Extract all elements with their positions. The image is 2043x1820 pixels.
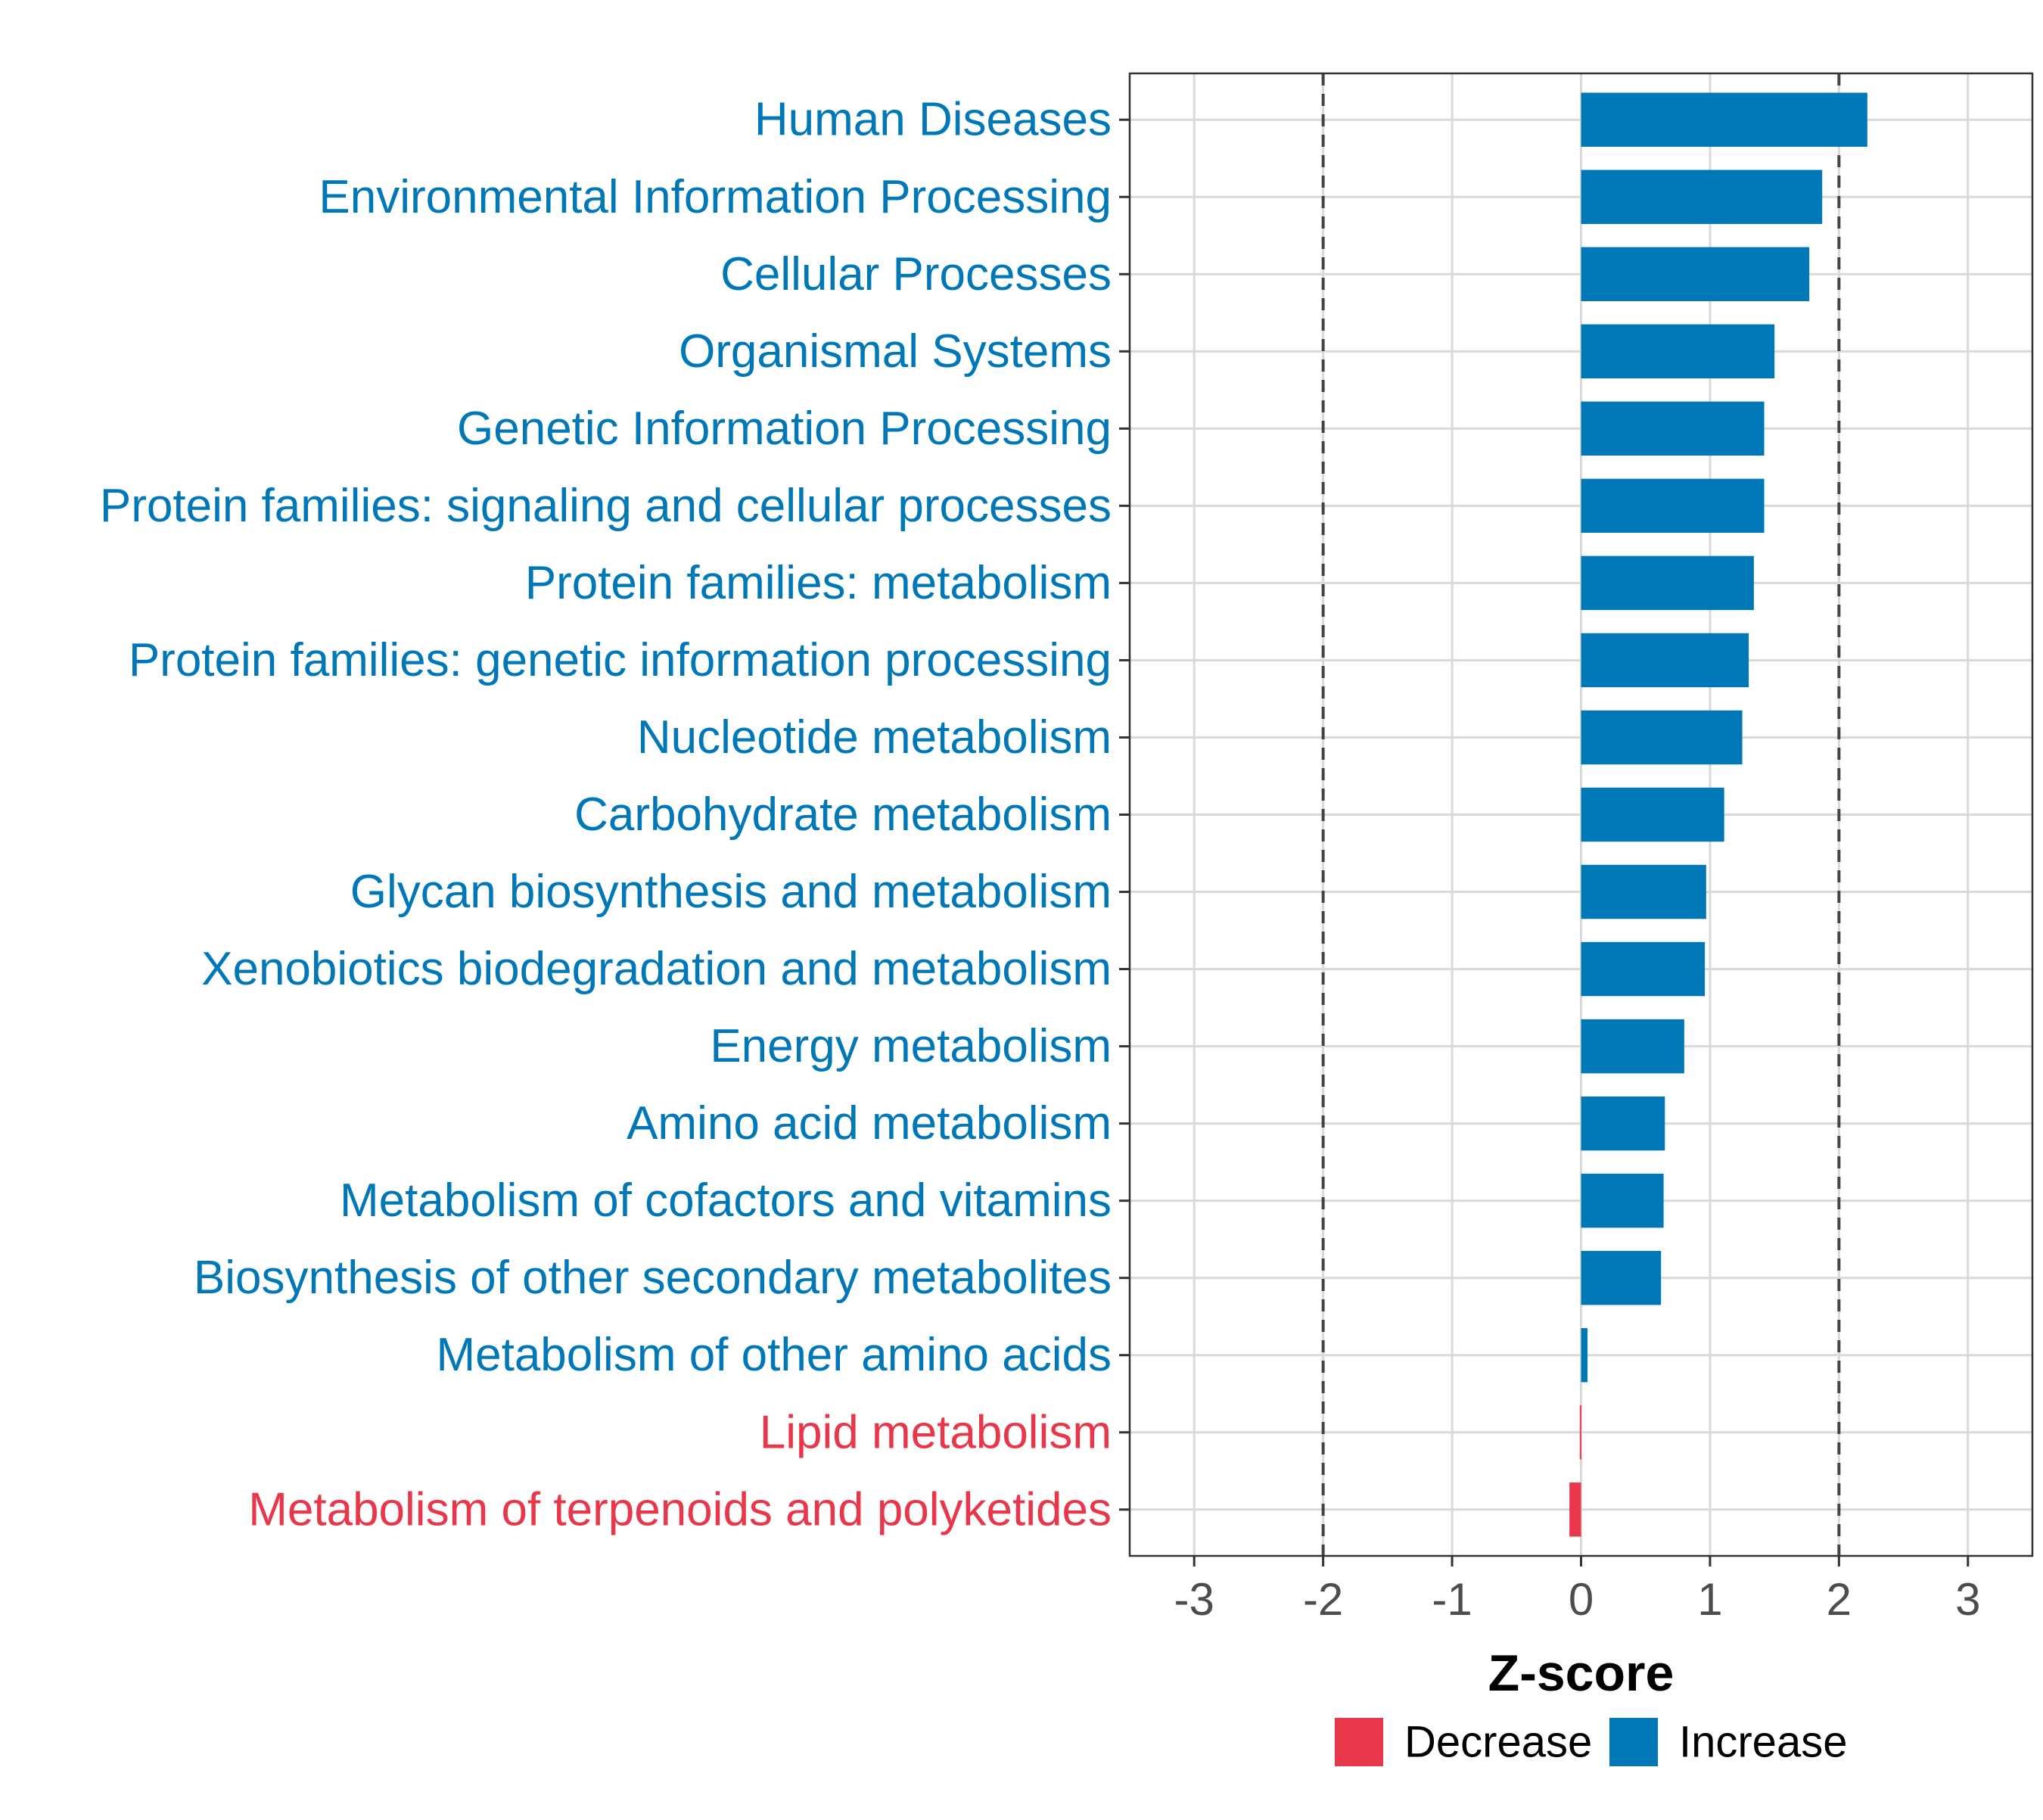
x-tick-label-3: 0 (1569, 1574, 1594, 1625)
bar-10 (1581, 864, 1706, 919)
category-label-10: Glycan biosynthesis and metabolism (350, 866, 1112, 918)
x-tick-label-6: 3 (1955, 1574, 1980, 1625)
x-axis-title: Z-score (1488, 1644, 1675, 1702)
x-tick-label-2: -1 (1432, 1574, 1472, 1625)
legend-label-decrease: Decrease (1404, 1718, 1592, 1767)
category-label-3: Organismal Systems (679, 325, 1112, 378)
bar-6 (1581, 555, 1754, 611)
legend-swatch-decrease (1335, 1718, 1383, 1766)
bar-1 (1581, 170, 1823, 224)
category-label-12: Energy metabolism (710, 1020, 1112, 1072)
category-label-1: Environmental Information Processing (319, 171, 1112, 223)
category-label-4: Genetic Information Processing (457, 403, 1112, 455)
bar-5 (1581, 478, 1765, 534)
x-axis-ticks: -3 -2 -1 0 1 2 3 (1174, 1556, 1980, 1625)
x-tick-label-0: -3 (1174, 1574, 1214, 1625)
category-label-8: Nucleotide metabolism (637, 711, 1112, 764)
category-label-16: Metabolism of other amino acids (436, 1329, 1112, 1381)
category-label-14: Metabolism of cofactors and vitamins (340, 1174, 1112, 1227)
category-label-11: Xenobiotics biodegradation and metabolis… (201, 943, 1112, 995)
bar-9 (1581, 787, 1724, 842)
legend: Decrease Increase (1335, 1718, 1847, 1767)
legend-label-increase: Increase (1679, 1718, 1847, 1767)
bar-0 (1581, 92, 1867, 147)
category-label-9: Carbohydrate metabolism (574, 789, 1112, 841)
category-label-17: Lipid metabolism (760, 1406, 1112, 1458)
bar-12 (1581, 1019, 1684, 1074)
y-axis-ticks: Human Diseases Environmental Information … (100, 94, 1130, 1535)
bar-11 (1581, 941, 1706, 997)
x-tick-label-5: 2 (1827, 1574, 1852, 1625)
category-label-15: Biosynthesis of other secondary metaboli… (194, 1252, 1112, 1304)
reference-lines (1321, 73, 1841, 1556)
bar-2 (1581, 247, 1810, 301)
category-label-6: Protein families: metabolism (525, 557, 1112, 609)
category-label-13: Amino acid metabolism (627, 1097, 1112, 1150)
legend-swatch-increase (1609, 1718, 1658, 1766)
bar-13 (1581, 1096, 1665, 1151)
category-label-7: Protein families: genetic information pr… (129, 634, 1112, 686)
bar-17 (1579, 1405, 1581, 1460)
bars (1569, 92, 1867, 1537)
category-label-5: Protein families: signaling and cellular… (100, 480, 1112, 532)
x-tick-label-1: -2 (1303, 1574, 1343, 1625)
category-label-0: Human Diseases (754, 94, 1112, 146)
bar-14 (1581, 1173, 1664, 1228)
bar-8 (1581, 710, 1743, 765)
bar-3 (1581, 324, 1775, 379)
bar-16 (1581, 1328, 1588, 1383)
bar-7 (1581, 633, 1749, 688)
category-label-2: Cellular Processes (720, 248, 1112, 300)
bar-4 (1581, 401, 1765, 456)
x-tick-label-4: 1 (1697, 1574, 1722, 1625)
bar-18 (1569, 1482, 1581, 1537)
bar-15 (1581, 1250, 1662, 1305)
category-label-18: Metabolism of terpenoids and polyketides (248, 1483, 1112, 1535)
